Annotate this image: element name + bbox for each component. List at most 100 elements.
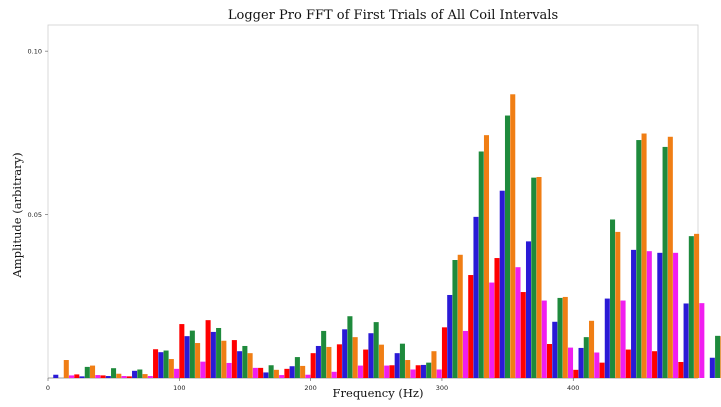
bar-bin23-series1 [652, 351, 658, 378]
bar-bin10-series3 [321, 330, 327, 378]
bar-bin22-series4 [641, 133, 647, 378]
y-axis-title: Amplitude (arbitrary) [10, 152, 24, 278]
bar-bin10-series4 [326, 346, 332, 378]
bar-bin9-series5 [305, 374, 311, 378]
plot-border [47, 24, 699, 379]
bar-bin21-series4 [615, 231, 621, 378]
x-tick-label: 300 [436, 384, 448, 392]
bar-bin6-series2 [210, 331, 216, 378]
bar-bin17-series3 [504, 115, 511, 378]
bar-bin11-series4 [352, 337, 358, 378]
bar-bin10-series5 [331, 371, 337, 378]
bar-bin24-series4 [694, 233, 700, 378]
bar-bin11-series2 [342, 329, 348, 378]
bar-bin13-series1 [389, 365, 395, 378]
bar-bin2-series1 [100, 375, 106, 378]
bar-bin21-series1 [599, 362, 605, 378]
bar-bin3-series4 [142, 374, 148, 378]
y-tick-label: 0.05 [28, 211, 42, 219]
bar-bin12-series5 [384, 365, 390, 378]
bar-bin3-series5 [147, 376, 153, 378]
bar-bin18-series5 [541, 300, 547, 378]
y-tick-label: 0.10 [28, 48, 42, 56]
bar-bin5-series3 [189, 330, 195, 378]
bar-bin8-series2 [263, 372, 269, 378]
bar-bin16-series3 [478, 151, 484, 378]
x-axis-title: Frequency (Hz) [333, 386, 424, 400]
bar-bin8-series1 [258, 367, 264, 378]
bar-bin5-series5 [200, 361, 206, 378]
bar-bin9-series2 [289, 366, 295, 378]
bar-bin7-series3 [242, 345, 248, 378]
bar-bin17-series2 [499, 190, 505, 378]
bar-bin24-series3 [688, 236, 694, 378]
bar-bin16-series1 [468, 275, 474, 378]
bar-bin6-series4 [221, 340, 227, 378]
bar-bin10-series1 [310, 353, 316, 378]
bar-bin25-series2 [709, 357, 715, 378]
bar-bin12-series3 [373, 322, 379, 378]
bar-bin15-series4 [457, 254, 463, 378]
bar-bin3-series3 [137, 369, 143, 378]
bar-bin19-series5 [568, 347, 574, 378]
bar-bin23-series5 [673, 252, 679, 378]
bar-bin7-series1 [231, 340, 237, 378]
bar-bin8-series5 [279, 375, 285, 378]
bar-bin18-series3 [531, 177, 537, 378]
bar-bin11-series3 [347, 316, 353, 378]
bar-bin18-series2 [525, 241, 532, 378]
bar-bin13-series2 [394, 353, 400, 378]
bar-bin11-series1 [336, 344, 342, 378]
bar-bin18-series1 [520, 292, 526, 378]
bar-bin24-series1 [678, 361, 684, 378]
bar-bin5-series2 [184, 336, 190, 378]
bar-bin20-series3 [583, 337, 589, 378]
bar-bin23-series4 [667, 136, 673, 378]
bar-bin6-series1 [205, 320, 211, 378]
bar-bin22-series5 [646, 251, 652, 378]
bar-bin7-series5 [252, 367, 258, 378]
bar-bin20-series4 [589, 320, 595, 378]
x-tick-label: 100 [173, 384, 185, 392]
bar-bin13-series3 [399, 343, 405, 378]
bar-bin8-series3 [268, 365, 274, 378]
bar-bin1-series2 [79, 376, 85, 378]
bar-bin19-series4 [562, 296, 568, 378]
bar-bin1-series1 [74, 374, 80, 378]
bar-bin8-series4 [273, 369, 279, 378]
bar-bin14-series1 [415, 365, 421, 378]
bar-bin1-series5 [95, 375, 101, 378]
plot-frame [47, 24, 699, 379]
bar-bin0-series4 [63, 360, 69, 378]
bar-bin2-series4 [116, 373, 122, 378]
bar-bin22-series2 [631, 249, 637, 378]
bars-layer [53, 94, 721, 378]
bar-bin22-series3 [636, 140, 642, 378]
bar-bin9-series4 [300, 365, 306, 378]
bar-bin4-series2 [158, 352, 164, 378]
bar-bin3-series2 [132, 370, 138, 378]
bar-bin20-series1 [573, 369, 579, 378]
bar-bin11-series5 [357, 365, 363, 378]
bar-bin22-series1 [625, 349, 631, 378]
bar-bin2-series5 [121, 376, 127, 378]
bar-bin12-series1 [363, 349, 369, 378]
bar-bin14-series4 [431, 351, 437, 378]
bar-bin5-series4 [195, 343, 201, 378]
bar-bin7-series2 [237, 351, 243, 378]
bar-bin14-series2 [420, 364, 426, 378]
bar-bin4-series4 [168, 359, 174, 378]
bar-bin12-series2 [368, 333, 374, 378]
bar-bin15-series1 [441, 327, 447, 378]
bar-bin19-series3 [557, 297, 563, 378]
x-tick-label: 400 [567, 384, 579, 392]
bar-bin13-series5 [410, 369, 416, 378]
bar-bin19-series2 [552, 321, 558, 378]
bar-bin7-series4 [247, 353, 253, 378]
bar-bin6-series5 [226, 362, 232, 378]
chart-title: Logger Pro FFT of First Trials of All Co… [228, 8, 558, 23]
bar-bin0-series2 [53, 374, 59, 378]
bar-bin4-series3 [163, 350, 169, 378]
bar-bin16-series4 [483, 135, 490, 378]
